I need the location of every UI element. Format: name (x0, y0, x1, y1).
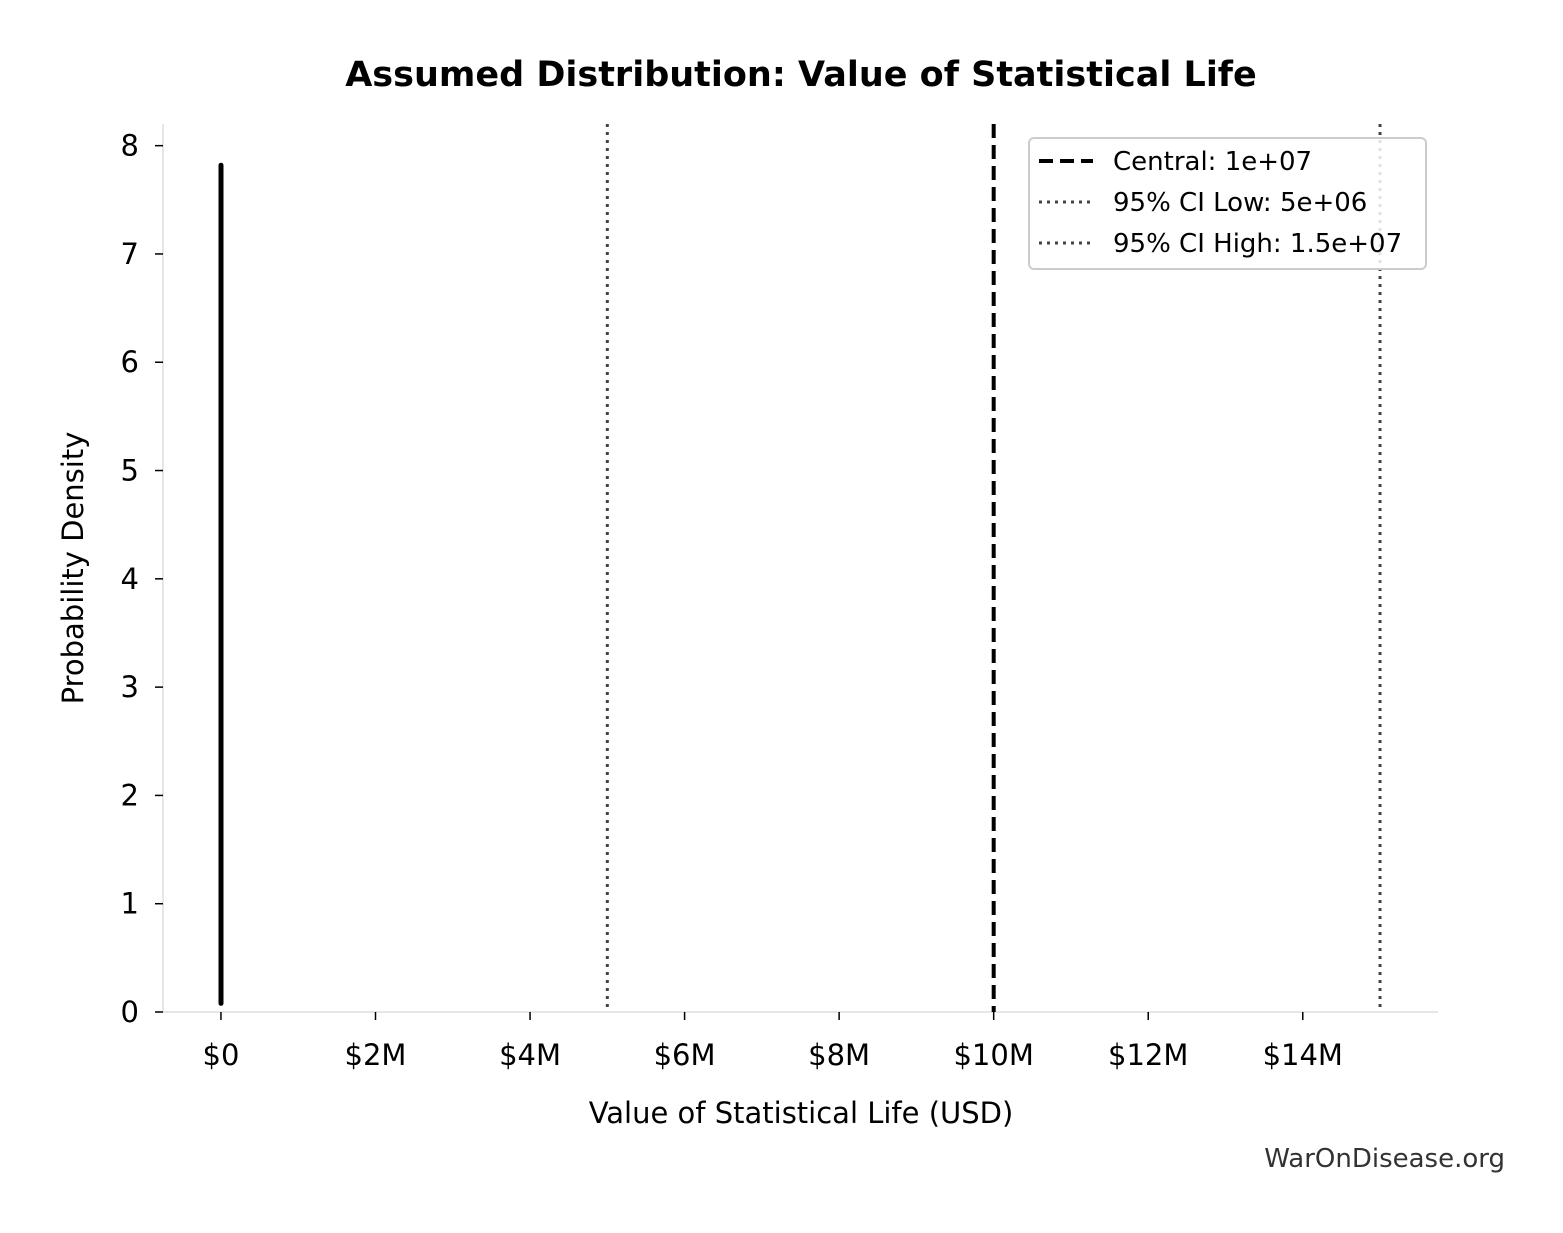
x-tick-label: $8M (808, 1038, 870, 1072)
y-ticks: 0 1 2 3 4 5 6 7 8 (121, 129, 163, 1029)
x-tick-label: $6M (654, 1038, 716, 1072)
y-tick-label: 3 (121, 670, 139, 704)
reference-lines (605, 124, 1382, 1012)
y-tick-label: 0 (121, 995, 139, 1029)
chart-title: Assumed Distribution: Value of Statistic… (345, 55, 1257, 95)
y-tick-label: 8 (121, 129, 139, 163)
x-tick-label: $12M (1108, 1038, 1188, 1072)
x-axis-label: Value of Statistical Life (USD) (589, 1096, 1014, 1130)
y-tick-label: 5 (121, 454, 139, 488)
x-tick-label: $4M (499, 1038, 561, 1072)
legend-box (1028, 137, 1427, 270)
x-tick-label: $14M (1263, 1038, 1343, 1072)
y-tick-label: 6 (121, 345, 139, 379)
y-tick-label: 1 (121, 887, 139, 921)
y-tick-label: 7 (121, 237, 139, 271)
x-ticks: $0 $2M $4M $6M $8M $10M $12M $14M (203, 1012, 1343, 1072)
legend-entries: Central: 1e+07 95% CI Low: 5e+06 95% CI Hi… (1039, 147, 1402, 259)
watermark: WarOnDisease.org (1264, 1144, 1505, 1174)
x-tick-label: $2M (345, 1038, 407, 1072)
legend: Central: 1e+07 95% CI Low: 5e+06 95% CI Hi… (1028, 137, 1427, 270)
y-tick-label: 2 (121, 778, 139, 812)
y-axis-label: Probability Density (56, 432, 90, 705)
legend-label: 95% CI Low: 5e+06 (1113, 188, 1367, 218)
legend-label: 95% CI High: 1.5e+07 (1113, 229, 1402, 259)
x-tick-label: $10M (953, 1038, 1033, 1072)
axes: 0 1 2 3 4 5 6 7 8 $0 $2M $4M $6M $8M $10M $12M $14M (121, 124, 1438, 1072)
legend-label: Central: 1e+07 (1113, 147, 1312, 177)
y-tick-label: 4 (121, 562, 139, 596)
x-tick-label: $0 (203, 1038, 240, 1072)
